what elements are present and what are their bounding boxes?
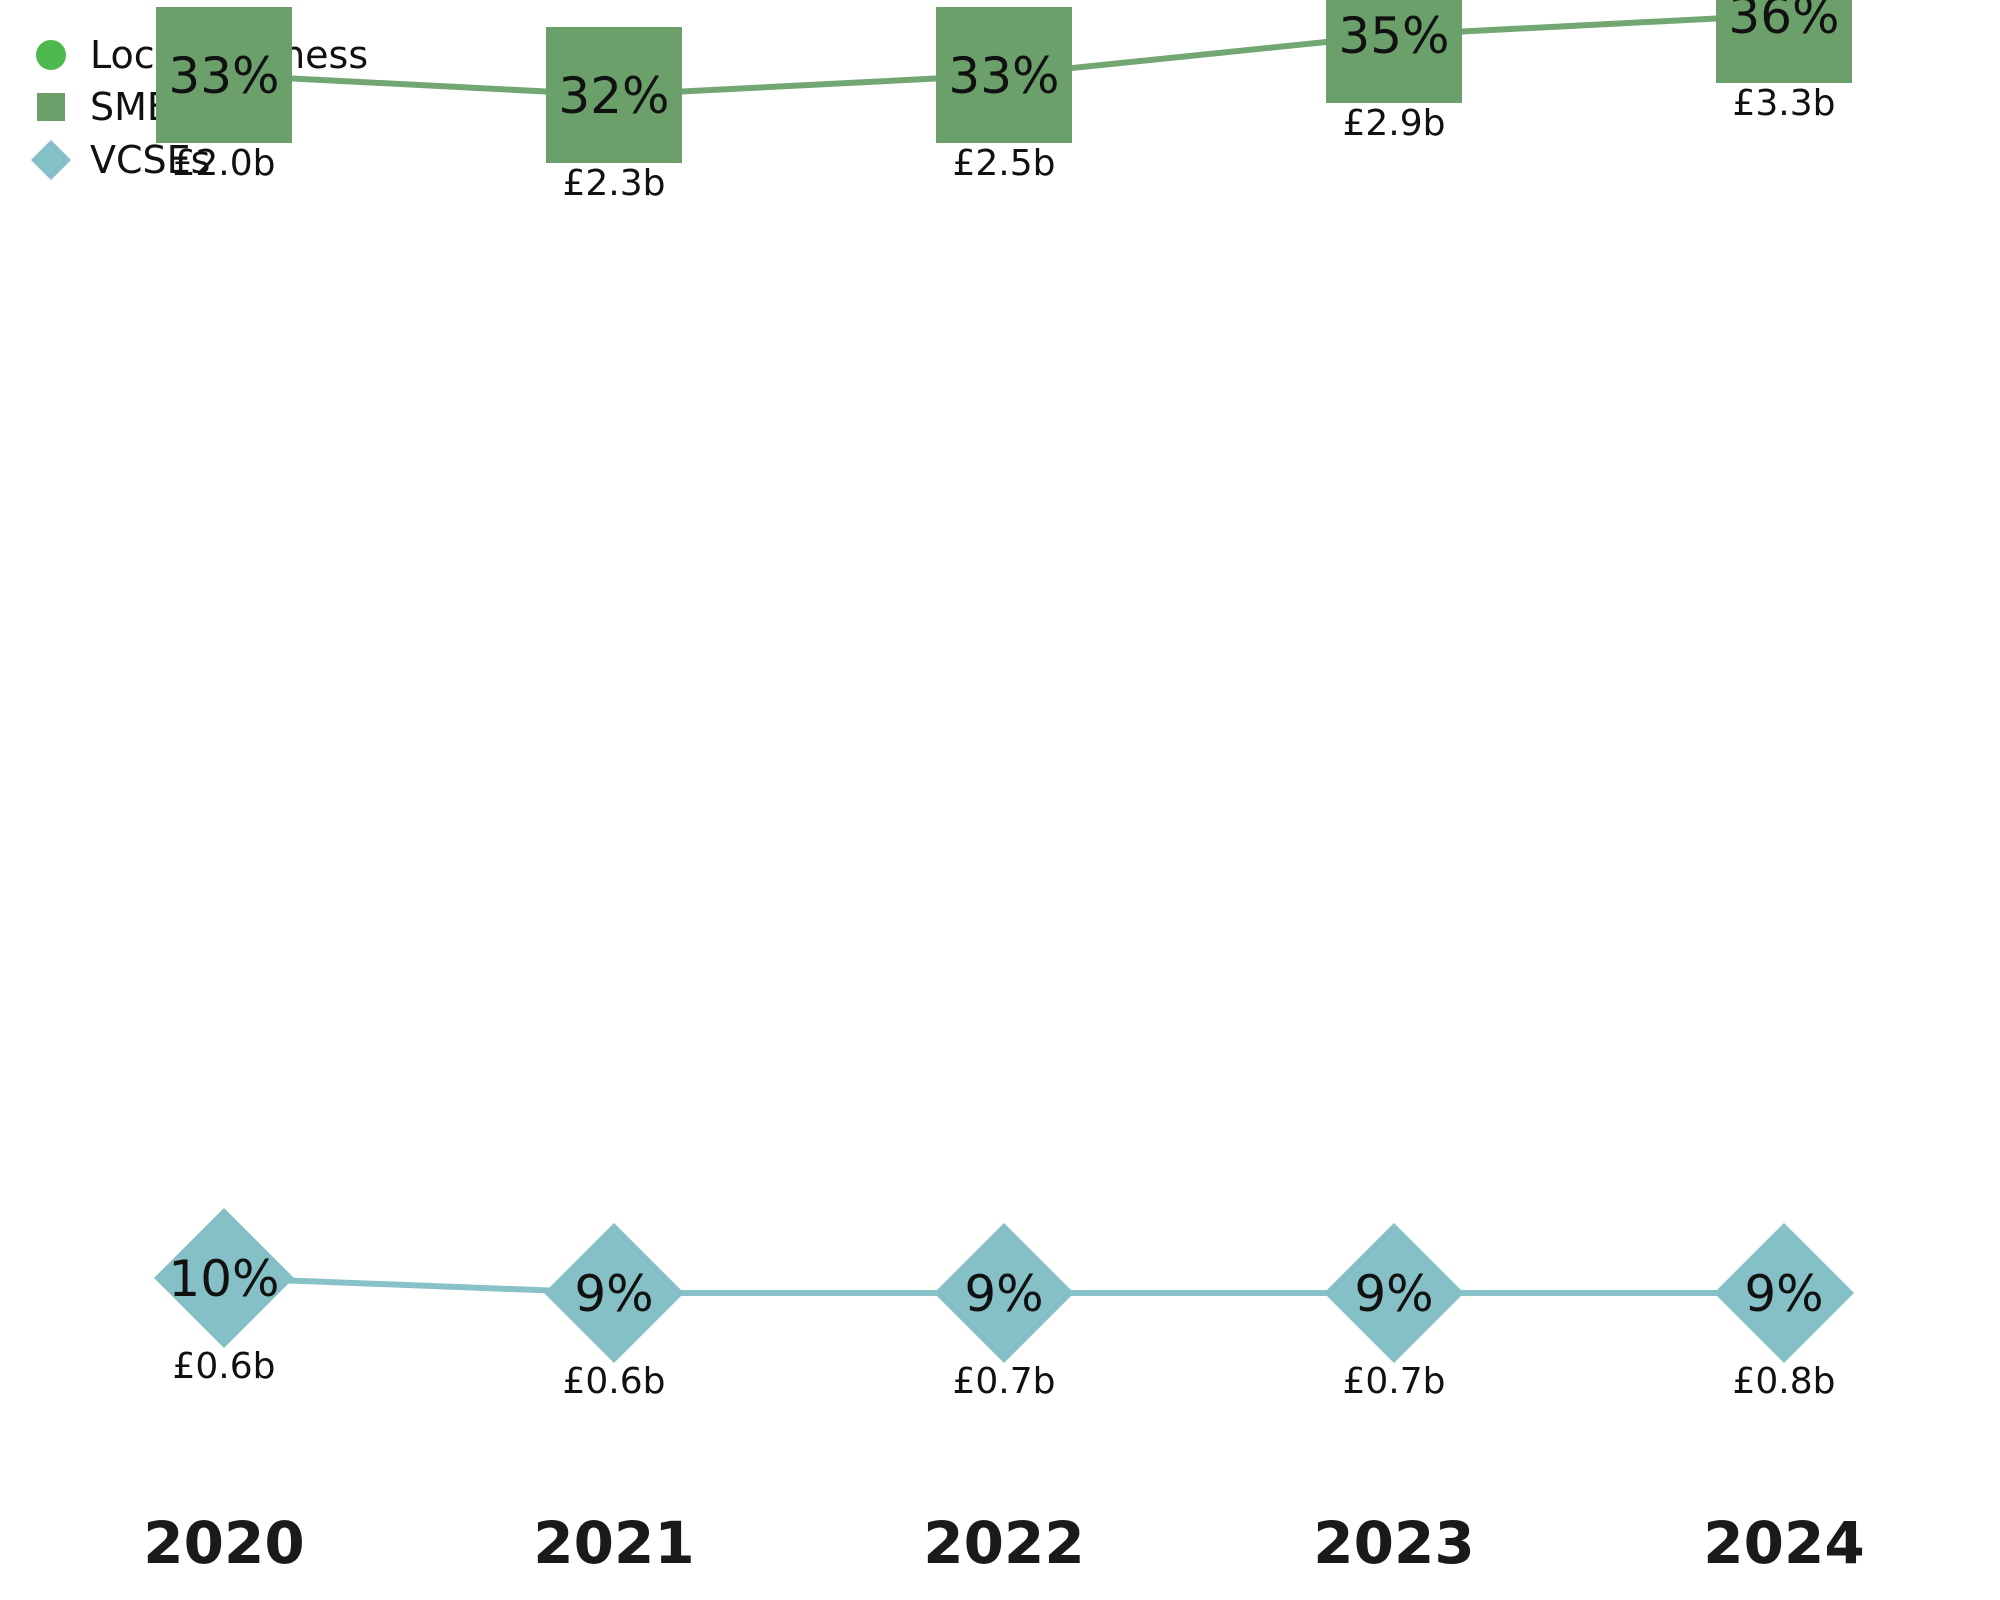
percent-label-vcses-2023: 9% (1354, 1265, 1433, 1323)
legend-marker-local-business (36, 40, 66, 70)
point-marker-sme-2021 (546, 27, 682, 163)
amount-label-vcses-2020: £0.6b (172, 1346, 275, 1387)
point-marker-vcses-2021 (544, 1223, 684, 1363)
x-tick-label-2022: 2022 (923, 1509, 1084, 1577)
amount-label-vcses-2023: £0.7b (1342, 1361, 1445, 1402)
amount-label-vcses-2021: £0.6b (562, 1361, 665, 1402)
point-marker-sme-2023 (1326, 0, 1462, 103)
amount-label-sme-2021: £2.3b (562, 163, 665, 204)
x-tick-label-2024: 2024 (1703, 1509, 1864, 1577)
percent-label-sme-2023: 35% (1338, 7, 1449, 65)
legend-marker-vcses (31, 140, 71, 180)
percent-label-sme-2024: 36% (1728, 0, 1839, 45)
series-vcses: 10% £0.6b 9% £0.6b 9% £0.7b 9% £0.7b 9% £0.8b (154, 1208, 1854, 1402)
amount-label-sme-2020: £2.0b (172, 143, 275, 184)
amount-label-vcses-2022: £0.7b (952, 1361, 1055, 1402)
legend-marker-sme (37, 93, 65, 121)
percent-label-vcses-2022: 9% (964, 1265, 1043, 1323)
point-marker-sme-2024 (1716, 0, 1852, 83)
legend-label-vcses: VCSEs (90, 138, 210, 182)
point-marker-sme-2020 (156, 7, 292, 143)
point-marker-vcses-2020 (154, 1208, 294, 1348)
series-layer: 41%£2.5b40%£2.9b40%£3.0b42%£3.5b43%£4.0b… (154, 0, 1854, 1402)
amount-label-sme-2022: £2.5b (952, 143, 1055, 184)
percent-label-vcses-2024: 9% (1744, 1265, 1823, 1323)
x-tick-label-2023: 2023 (1313, 1509, 1474, 1577)
percent-label-sme-2022: 33% (948, 47, 1059, 105)
percent-label-vcses-2021: 9% (574, 1265, 653, 1323)
point-marker-vcses-2022 (934, 1223, 1074, 1363)
point-marker-sme-2022 (936, 7, 1072, 143)
x-axis: 2020 2021 2022 2023 2024 (143, 1509, 1864, 1577)
percent-label-sme-2021: 32% (558, 67, 669, 125)
x-tick-label-2021: 2021 (533, 1509, 694, 1577)
amount-label-sme-2024: £3.3b (1732, 83, 1835, 124)
point-marker-vcses-2024 (1714, 1223, 1854, 1363)
amount-label-vcses-2024: £0.8b (1732, 1361, 1835, 1402)
x-tick-label-2020: 2020 (143, 1509, 304, 1577)
percent-label-vcses-2020: 10% (168, 1250, 279, 1308)
point-marker-vcses-2023 (1324, 1223, 1464, 1363)
amount-label-sme-2023: £2.9b (1342, 103, 1445, 144)
percent-label-sme-2020: 33% (168, 47, 279, 105)
series-sme: 33% £2.0b 32% £2.3b 33% £2.5b 35% £2.9b 36% £3.3b (156, 0, 1852, 204)
